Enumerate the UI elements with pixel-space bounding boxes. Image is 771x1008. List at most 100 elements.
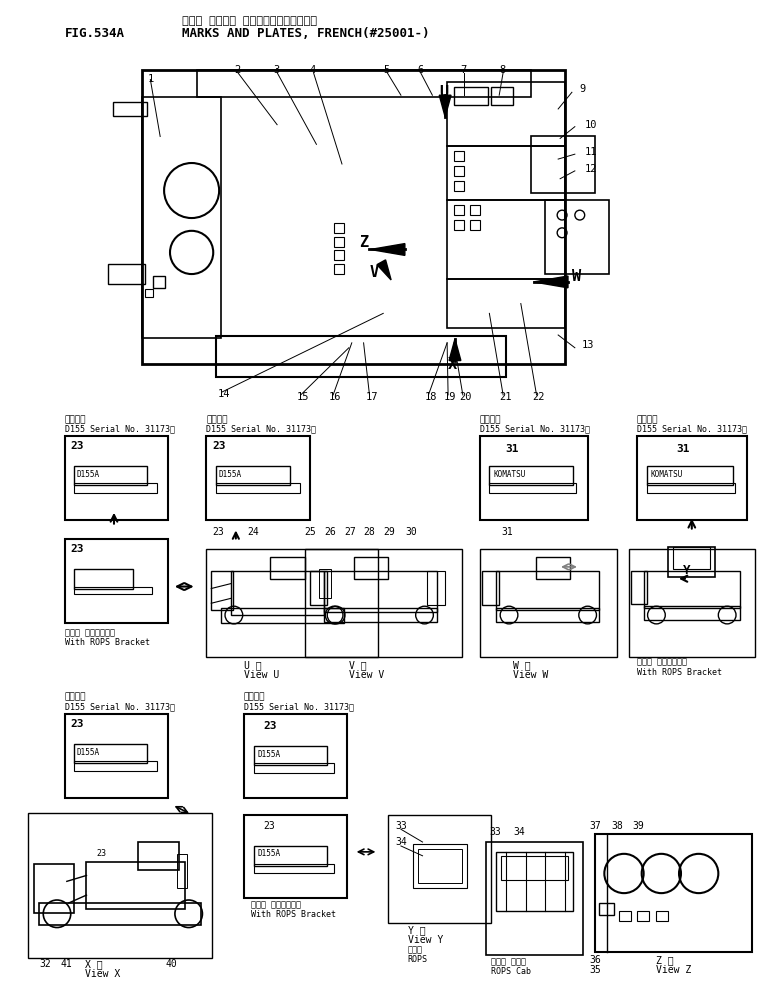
Bar (631, 571, 647, 604)
Text: 13: 13 (582, 340, 594, 350)
Text: With ROPS Bracket: With ROPS Bracket (637, 667, 722, 676)
Text: 適用号等: 適用号等 (244, 692, 265, 702)
Bar (137, 842, 179, 870)
Bar (491, 88, 513, 105)
Bar (482, 571, 499, 605)
Bar (74, 587, 153, 595)
Bar (153, 276, 165, 288)
Bar (211, 571, 233, 610)
Bar (447, 201, 565, 279)
Bar (497, 852, 573, 911)
Bar (454, 180, 464, 191)
Bar (65, 715, 168, 797)
Text: W: W (572, 268, 581, 283)
Text: 23: 23 (96, 850, 106, 859)
Polygon shape (439, 95, 451, 117)
Bar (305, 549, 462, 657)
Bar (35, 864, 74, 913)
Text: Y 視: Y 視 (408, 925, 426, 935)
Text: D155 Serial No. 31173～: D155 Serial No. 31173～ (637, 424, 747, 433)
Text: X 視: X 視 (85, 959, 102, 969)
Text: 23: 23 (71, 719, 84, 729)
Text: 31: 31 (676, 444, 689, 454)
Bar (74, 466, 147, 485)
Text: 18: 18 (425, 392, 437, 402)
Text: View Z: View Z (656, 965, 692, 975)
Text: 35: 35 (590, 965, 601, 975)
Bar (334, 264, 344, 274)
Text: View V: View V (348, 670, 384, 680)
Bar (254, 846, 327, 866)
Bar (207, 436, 309, 520)
Bar (74, 761, 157, 771)
Text: D155A: D155A (218, 470, 241, 479)
Text: D155 Serial No. 31173～: D155 Serial No. 31173～ (244, 702, 354, 711)
Text: V 視: V 視 (348, 660, 366, 670)
Bar (480, 549, 617, 657)
Bar (412, 844, 466, 888)
Bar (501, 856, 568, 880)
Bar (216, 484, 300, 493)
Text: 17: 17 (365, 392, 378, 402)
Text: 6: 6 (418, 65, 424, 75)
Bar (334, 223, 344, 233)
Bar (637, 436, 747, 520)
Bar (454, 220, 464, 230)
Text: 4: 4 (309, 65, 316, 75)
Bar (334, 237, 344, 247)
Bar (673, 547, 710, 569)
Text: X: X (448, 357, 457, 372)
Bar (216, 466, 290, 485)
Text: View Y: View Y (408, 935, 443, 946)
Text: 15: 15 (297, 392, 309, 402)
Text: View W: View W (513, 670, 548, 680)
Text: 28: 28 (364, 526, 375, 536)
Text: 37: 37 (590, 822, 601, 832)
Text: ロプス: ロプス (408, 946, 423, 955)
Text: 21: 21 (499, 392, 512, 402)
Text: U 視: U 視 (244, 660, 261, 670)
Text: 23: 23 (212, 442, 226, 451)
Bar (65, 436, 168, 520)
Text: D155 Serial No. 31173～: D155 Serial No. 31173～ (480, 424, 590, 433)
Text: 14: 14 (218, 389, 231, 399)
Text: 3: 3 (273, 65, 279, 75)
Text: 23: 23 (212, 526, 224, 536)
Bar (216, 336, 506, 377)
Text: 適用号等: 適用号等 (637, 415, 658, 424)
Bar (480, 436, 588, 520)
Bar (454, 88, 488, 105)
Bar (177, 854, 187, 888)
Text: Z 視: Z 視 (656, 955, 674, 965)
Text: Y: Y (683, 564, 691, 578)
Text: With ROPS Bracket: With ROPS Bracket (251, 910, 335, 919)
Bar (637, 911, 648, 920)
Text: 34: 34 (513, 828, 525, 838)
Text: 24: 24 (247, 526, 259, 536)
Bar (65, 539, 168, 623)
Bar (454, 206, 464, 215)
Bar (39, 903, 201, 924)
Text: 11: 11 (584, 147, 598, 157)
Text: MARKS AND PLATES, FRENCH(#25001-): MARKS AND PLATES, FRENCH(#25001-) (182, 27, 429, 39)
Text: 31: 31 (505, 444, 519, 454)
Text: 36: 36 (590, 955, 601, 965)
Text: 適用号等: 適用号等 (480, 415, 501, 424)
Text: 40: 40 (165, 959, 177, 969)
Bar (454, 166, 464, 175)
Bar (470, 206, 480, 215)
Bar (668, 547, 715, 577)
Bar (143, 97, 221, 338)
Bar (221, 608, 344, 623)
Text: U: U (439, 85, 449, 100)
Text: 23: 23 (71, 442, 84, 451)
Bar (447, 146, 565, 201)
Bar (113, 102, 147, 116)
Bar (28, 812, 212, 958)
Text: FIG.534A: FIG.534A (65, 27, 125, 39)
Bar (629, 549, 755, 657)
Bar (487, 842, 583, 955)
Text: ロプス ブラケット付: ロプス ブラケット付 (251, 900, 301, 909)
Text: 20: 20 (459, 392, 471, 402)
Bar (619, 911, 631, 920)
